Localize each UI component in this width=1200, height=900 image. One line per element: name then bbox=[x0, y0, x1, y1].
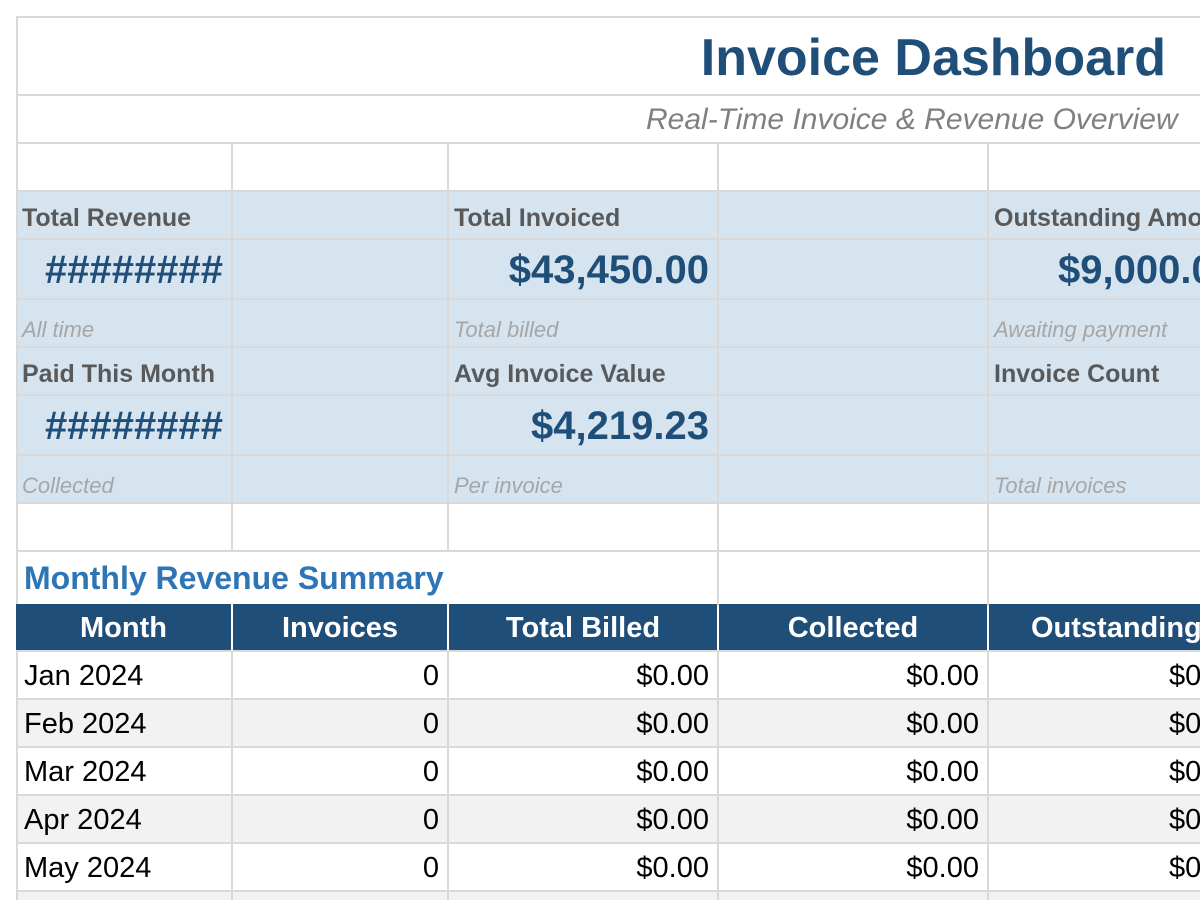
table-cell-collected[interactable]: $0.00 bbox=[906, 804, 979, 836]
page-subtitle[interactable]: Real-Time Invoice & Revenue Overview bbox=[646, 103, 1178, 136]
kpi-sub-total-invoiced[interactable]: Total billed bbox=[454, 317, 559, 342]
table-cell-month[interactable]: Mar 2024 bbox=[24, 756, 147, 788]
column-header-invoices[interactable]: Invoices bbox=[233, 604, 447, 652]
table-cell-total-billed[interactable]: $0.00 bbox=[636, 708, 709, 740]
table-cell-outstanding[interactable]: $0.00 bbox=[1169, 708, 1200, 740]
table-cell-invoices[interactable]: 0 bbox=[422, 660, 439, 692]
table-cell-total-billed[interactable]: $0.00 bbox=[636, 804, 709, 836]
table-cell-outstanding[interactable]: $0.00 bbox=[1169, 852, 1200, 884]
kpi-value-total-invoiced[interactable]: $43,450.00 bbox=[508, 248, 709, 292]
kpi-label-total-invoiced[interactable]: Total Invoiced bbox=[454, 204, 621, 232]
kpi-value-avg-invoice-value[interactable]: $4,219.23 bbox=[531, 404, 709, 448]
column-header-collected[interactable]: Collected bbox=[719, 604, 987, 652]
column-header-total-billed[interactable]: Total Billed bbox=[449, 604, 717, 652]
table-cell-invoices[interactable]: 0 bbox=[422, 804, 439, 836]
column-header-month[interactable]: Month bbox=[16, 604, 231, 652]
kpi-value-invoice-count[interactable] bbox=[988, 396, 1200, 456]
kpi-value-total-revenue[interactable]: ######## bbox=[45, 248, 223, 292]
row-fill-apr bbox=[16, 794, 1200, 842]
table-cell-total-billed[interactable]: $0.00 bbox=[636, 756, 709, 788]
kpi-label-paid-this-month[interactable]: Paid This Month bbox=[22, 360, 216, 388]
table-cell-outstanding[interactable]: $0.00 bbox=[1169, 756, 1200, 788]
kpi-sub-outstanding-amount[interactable]: Awaiting payment bbox=[994, 317, 1168, 342]
kpi-value-paid-this-month[interactable]: ######## bbox=[45, 404, 223, 448]
page-title[interactable]: Invoice Dashboard bbox=[700, 29, 1166, 87]
table-cell-collected[interactable]: $0.00 bbox=[906, 708, 979, 740]
kpi-sub-total-revenue[interactable]: All time bbox=[22, 317, 95, 342]
kpi-label-invoice-count[interactable]: Invoice Count bbox=[994, 360, 1160, 388]
column-header-outstanding[interactable]: Outstanding bbox=[989, 604, 1200, 652]
row-fill-jun bbox=[16, 890, 1200, 900]
table-cell-month[interactable]: Jan 2024 bbox=[24, 660, 144, 692]
table-cell-month[interactable]: Feb 2024 bbox=[24, 708, 147, 740]
row-fill-feb bbox=[16, 698, 1200, 746]
table-cell-invoices[interactable]: 0 bbox=[422, 756, 439, 788]
table-cell-month[interactable]: Apr 2024 bbox=[24, 804, 142, 836]
table-cell-collected[interactable]: $0.00 bbox=[906, 660, 979, 692]
table-cell-outstanding[interactable]: $0.00 bbox=[1169, 804, 1200, 836]
table-cell-outstanding[interactable]: $0.00 bbox=[1169, 660, 1200, 692]
kpi-sub-avg-invoice-value[interactable]: Per invoice bbox=[454, 473, 563, 498]
table-cell-total-billed[interactable]: $0.00 bbox=[636, 852, 709, 884]
table-cell-month[interactable]: May 2024 bbox=[24, 852, 152, 884]
table-cell-invoices[interactable]: 0 bbox=[422, 708, 439, 740]
kpi-sub-paid-this-month[interactable]: Collected bbox=[22, 473, 114, 498]
table-cell-collected[interactable]: $0.00 bbox=[906, 756, 979, 788]
kpi-label-outstanding-amount[interactable]: Outstanding Amount bbox=[994, 204, 1200, 232]
monthly-summary-title[interactable]: Monthly Revenue Summary bbox=[24, 560, 444, 596]
kpi-value-outstanding-amount[interactable]: $9,000.00 bbox=[1058, 248, 1200, 292]
table-cell-invoices[interactable]: 0 bbox=[422, 852, 439, 884]
kpi-sub-invoice-count[interactable]: Total invoices bbox=[994, 473, 1127, 498]
kpi-label-total-revenue[interactable]: Total Revenue bbox=[22, 204, 192, 232]
kpi-label-avg-invoice-value[interactable]: Avg Invoice Value bbox=[454, 360, 666, 388]
table-cell-collected[interactable]: $0.00 bbox=[906, 852, 979, 884]
table-cell-total-billed[interactable]: $0.00 bbox=[636, 660, 709, 692]
